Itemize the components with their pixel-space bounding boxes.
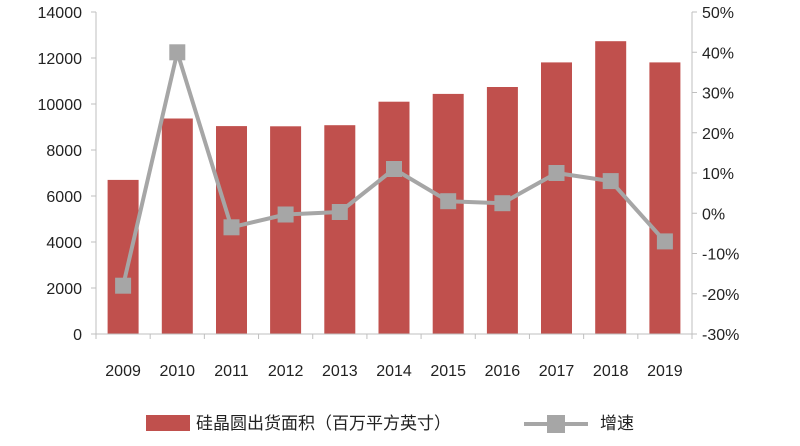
- left-tick-label: 14000: [38, 5, 83, 22]
- right-tick-label: -20%: [702, 287, 739, 304]
- left-tick-label: 8000: [46, 143, 82, 160]
- legend-bar-label: 硅晶圆出货面积（百万平方英寸）: [196, 414, 451, 434]
- growth-point-2015: [440, 193, 457, 210]
- legend-line-marker: [547, 415, 565, 433]
- growth-point-2009: [115, 277, 132, 294]
- bar-2013: [324, 125, 356, 334]
- growth-point-2017: [548, 165, 565, 181]
- growth-point-2014: [386, 161, 402, 177]
- right-tick-label: 0%: [702, 206, 725, 223]
- growth-point-2012: [277, 206, 294, 223]
- x-tick-label: 2009: [105, 363, 141, 380]
- x-tick-label: 2019: [647, 363, 683, 380]
- growth-point-2018: [602, 173, 619, 190]
- left-tick-label: 2000: [46, 281, 82, 298]
- growth-point-2016: [494, 195, 511, 212]
- growth-line-series: [115, 44, 673, 294]
- growth-point-2013: [331, 204, 348, 220]
- left-tick-label: 4000: [46, 235, 82, 252]
- right-tick-label: -10%: [702, 247, 739, 264]
- legend-line-label: 增速: [600, 414, 634, 434]
- right-tick-label: 50%: [702, 5, 734, 22]
- x-tick-label: 2016: [485, 363, 521, 380]
- x-tick-label: 2017: [539, 363, 575, 380]
- right-tick-label: -30%: [702, 327, 739, 344]
- right-tick-label: 10%: [702, 166, 734, 183]
- x-tick-label: 2015: [430, 363, 466, 380]
- left-tick-label: 10000: [38, 97, 83, 114]
- x-tick-label: 2011: [214, 363, 249, 380]
- bar-series: [107, 41, 681, 335]
- bar-2014: [378, 101, 410, 334]
- bar-2009: [107, 179, 139, 334]
- right-tick-label: 40%: [702, 45, 734, 62]
- left-tick-label: 12000: [38, 51, 83, 68]
- x-tick-label: 2014: [376, 363, 412, 380]
- legend: 硅晶圆出货面积（百万平方英寸） 增速: [146, 414, 634, 434]
- right-tick-label: 20%: [702, 126, 734, 143]
- x-tick-label: 2012: [268, 363, 304, 380]
- legend-bar-swatch: [146, 415, 190, 431]
- left-tick-label: 6000: [46, 189, 82, 206]
- bar-2010: [161, 118, 193, 334]
- x-tick-label: 2010: [159, 363, 195, 380]
- bar-2017: [541, 62, 572, 335]
- x-tick-label: 2018: [593, 363, 629, 380]
- bar-2019: [649, 62, 681, 335]
- growth-point-2010: [169, 44, 186, 61]
- left-tick-label: 0: [73, 327, 82, 344]
- bar-2012: [270, 126, 302, 334]
- x-tick-label: 2013: [322, 363, 358, 380]
- tick-labels: 0 2000 4000 6000 8000 10000 12000 14000 -30% -20%…: [38, 5, 740, 380]
- growth-point-2011: [223, 219, 240, 236]
- bar-2015: [432, 93, 464, 335]
- axes: [91, 11, 697, 339]
- right-tick-label: 30%: [702, 86, 734, 103]
- growth-point-2019: [656, 233, 673, 250]
